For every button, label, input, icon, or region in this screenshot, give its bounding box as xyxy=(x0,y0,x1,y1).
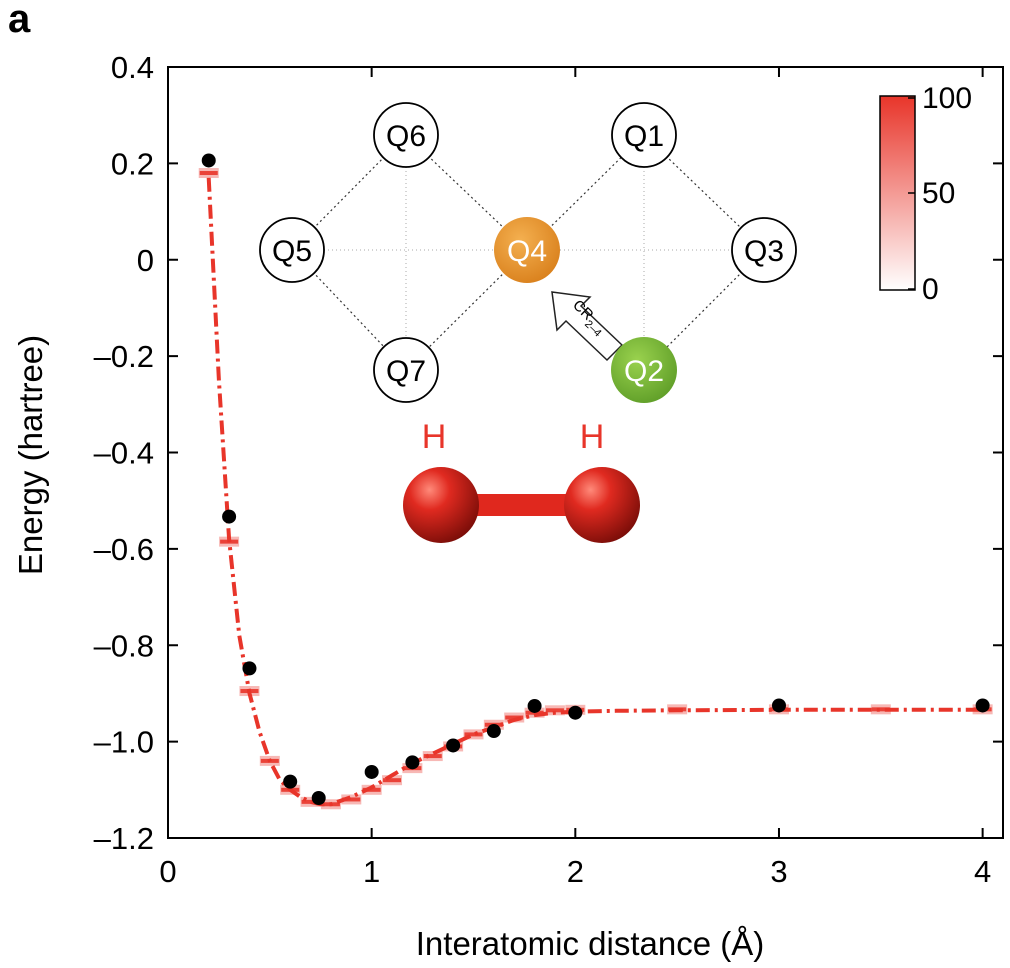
qubit-lattice-inset: CR2–4 Q6 Q1 Q5 Q4 Q3 Q7 Q2 xyxy=(259,102,797,403)
cr-gate-arrow: CR2–4 xyxy=(551,291,624,362)
x-tick-label: 4 xyxy=(974,854,991,889)
data-point xyxy=(311,791,326,806)
atom-right xyxy=(564,467,640,543)
measured-points xyxy=(201,153,990,806)
qubit-label: Q5 xyxy=(272,235,312,268)
data-point xyxy=(446,738,461,753)
colorbar-tick-label: 0 xyxy=(922,273,939,306)
data-point xyxy=(283,774,298,789)
y-tick-label: 0 xyxy=(137,243,154,278)
x-axis-label: Interatomic distance (Å) xyxy=(416,925,764,962)
y-tick-label: 0.2 xyxy=(111,146,154,181)
data-point xyxy=(568,705,583,720)
data-point xyxy=(242,661,257,676)
y-axis-label: Energy (hartree) xyxy=(12,335,49,575)
qubit-label: Q3 xyxy=(744,235,784,268)
qubit-node-q2: Q2 xyxy=(611,337,677,403)
qubit-label: Q1 xyxy=(624,120,664,153)
histogram-bar xyxy=(505,715,524,720)
x-axis-ticks: 0 1 2 3 4 xyxy=(159,67,991,889)
data-point xyxy=(201,153,216,168)
y-tick-label: –0.8 xyxy=(94,628,154,663)
x-tick-label: 2 xyxy=(567,854,584,889)
qubit-node-q3: Q3 xyxy=(731,217,797,283)
histogram-bar xyxy=(423,754,442,759)
data-point xyxy=(364,764,379,779)
y-tick-label: –0.6 xyxy=(94,532,154,567)
x-tick-label: 0 xyxy=(159,854,176,889)
y-axis-ticks: 0.4 0.2 0 –0.2 –0.4 –0.6 –0.8 –1.0 –1.2 xyxy=(94,50,1003,856)
qubit-label: Q7 xyxy=(386,355,426,388)
histogram-bar xyxy=(464,732,483,737)
x-tick-label: 1 xyxy=(363,854,380,889)
atom-left xyxy=(403,467,479,543)
colorbar-tick-label: 50 xyxy=(922,177,955,210)
qubit-label: Q6 xyxy=(386,120,426,153)
qubit-node-q7: Q7 xyxy=(373,337,439,403)
histogram-bar xyxy=(871,707,890,712)
histogram-bar xyxy=(362,787,381,792)
qubit-node-q4: Q4 xyxy=(494,217,560,283)
histogram-bar xyxy=(301,799,320,804)
data-point xyxy=(486,724,501,739)
atom-label-right: H xyxy=(580,418,605,456)
y-tick-label: –1.0 xyxy=(94,725,154,760)
qubit-node-q5: Q5 xyxy=(259,217,325,283)
x-tick-label: 3 xyxy=(770,854,787,889)
y-tick-label: 0.4 xyxy=(111,50,154,85)
qubit-label: Q2 xyxy=(624,355,664,388)
h2-molecule: H H xyxy=(403,418,640,543)
data-point xyxy=(405,755,420,770)
colorbar-tick-label: 100 xyxy=(922,82,972,115)
data-point xyxy=(771,698,786,713)
bond xyxy=(470,494,570,516)
data-point xyxy=(222,509,237,524)
histogram-bar xyxy=(342,797,361,802)
atom-label-left: H xyxy=(422,418,447,456)
y-tick-label: –0.2 xyxy=(94,339,154,374)
panel-label: a xyxy=(8,0,31,41)
histogram-bar xyxy=(383,778,402,783)
qubit-label: Q4 xyxy=(507,235,547,268)
y-tick-label: –1.2 xyxy=(94,821,154,856)
data-point xyxy=(975,698,990,713)
colorbar: 100 50 0 xyxy=(879,82,972,306)
histogram-bar xyxy=(545,708,564,713)
y-tick-label: –0.4 xyxy=(94,436,154,471)
histogram-bar xyxy=(199,171,218,176)
data-point xyxy=(527,698,542,713)
qubit-node-q1: Q1 xyxy=(611,102,677,168)
qubit-node-q6: Q6 xyxy=(373,102,439,168)
